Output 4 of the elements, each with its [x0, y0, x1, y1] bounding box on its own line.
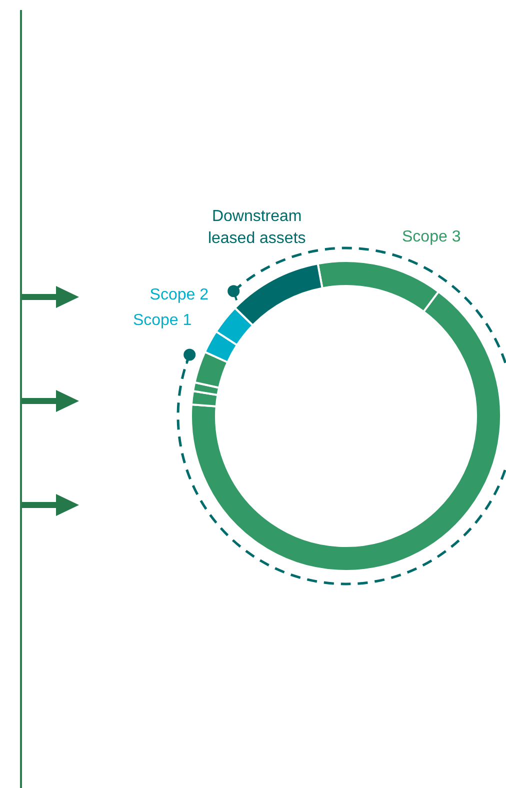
- slice-label: Scope 1: [132, 312, 192, 329]
- slice-label: Scope 2: [150, 286, 209, 304]
- slice-label: Downstream leased assets: [208, 208, 306, 247]
- text: Scope 3: [402, 228, 461, 246]
